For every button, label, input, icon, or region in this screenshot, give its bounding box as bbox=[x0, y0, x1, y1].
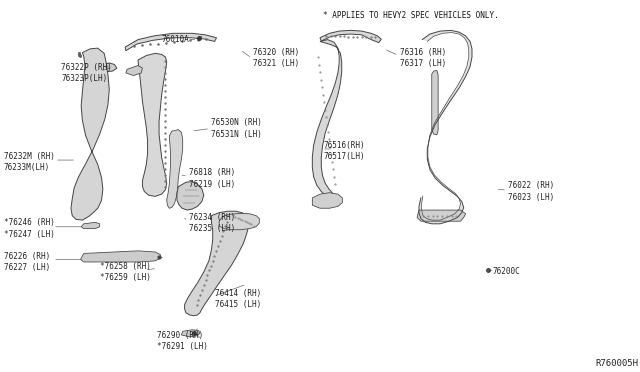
Polygon shape bbox=[99, 63, 117, 72]
Polygon shape bbox=[219, 214, 259, 230]
Text: 76516(RH)
76517(LH): 76516(RH) 76517(LH) bbox=[323, 141, 365, 161]
Polygon shape bbox=[138, 53, 167, 196]
Text: 76320 (RH)
76321 (LH): 76320 (RH) 76321 (LH) bbox=[253, 48, 299, 68]
Text: 76290 (RH)
*76291 (LH): 76290 (RH) *76291 (LH) bbox=[157, 331, 208, 351]
Polygon shape bbox=[417, 210, 466, 221]
Polygon shape bbox=[81, 251, 161, 262]
Polygon shape bbox=[181, 330, 200, 337]
Text: 76022 (RH)
76023 (LH): 76022 (RH) 76023 (LH) bbox=[508, 181, 555, 202]
Polygon shape bbox=[432, 70, 438, 135]
Polygon shape bbox=[81, 222, 100, 229]
Text: R760005H: R760005H bbox=[595, 359, 638, 368]
Text: * APPLIES TO HEVY2 SPEC VEHICLES ONLY.: * APPLIES TO HEVY2 SPEC VEHICLES ONLY. bbox=[323, 11, 499, 20]
Polygon shape bbox=[125, 33, 216, 51]
Text: 76322P (RH)
76323P(LH): 76322P (RH) 76323P(LH) bbox=[61, 63, 112, 83]
Text: 76414 (RH)
76415 (LH): 76414 (RH) 76415 (LH) bbox=[214, 289, 261, 309]
Polygon shape bbox=[126, 65, 143, 76]
Text: *76246 (RH)
*76247 (LH): *76246 (RH) *76247 (LH) bbox=[4, 218, 55, 239]
Text: 76316 (RH)
76317 (LH): 76316 (RH) 76317 (LH) bbox=[400, 48, 446, 68]
Polygon shape bbox=[184, 211, 248, 316]
Polygon shape bbox=[177, 182, 204, 210]
Text: 76226 (RH)
76227 (LH): 76226 (RH) 76227 (LH) bbox=[4, 252, 50, 272]
Text: 76530N (RH)
76531N (LH): 76530N (RH) 76531N (LH) bbox=[211, 118, 262, 139]
Polygon shape bbox=[320, 31, 381, 42]
Polygon shape bbox=[71, 48, 109, 220]
Text: *76258 (RH)
*76259 (LH): *76258 (RH) *76259 (LH) bbox=[100, 262, 150, 282]
Text: 76010A: 76010A bbox=[161, 35, 189, 44]
Polygon shape bbox=[419, 31, 472, 224]
Text: 76200C: 76200C bbox=[492, 267, 520, 276]
Polygon shape bbox=[167, 130, 182, 208]
Text: 76232M (RH)
76233M(LH): 76232M (RH) 76233M(LH) bbox=[4, 152, 55, 172]
Text: 76818 (RH)
76219 (LH): 76818 (RH) 76219 (LH) bbox=[189, 169, 236, 189]
Polygon shape bbox=[312, 193, 342, 208]
Text: 76234 (RH)
76235 (LH): 76234 (RH) 76235 (LH) bbox=[189, 213, 236, 233]
Polygon shape bbox=[312, 39, 342, 200]
